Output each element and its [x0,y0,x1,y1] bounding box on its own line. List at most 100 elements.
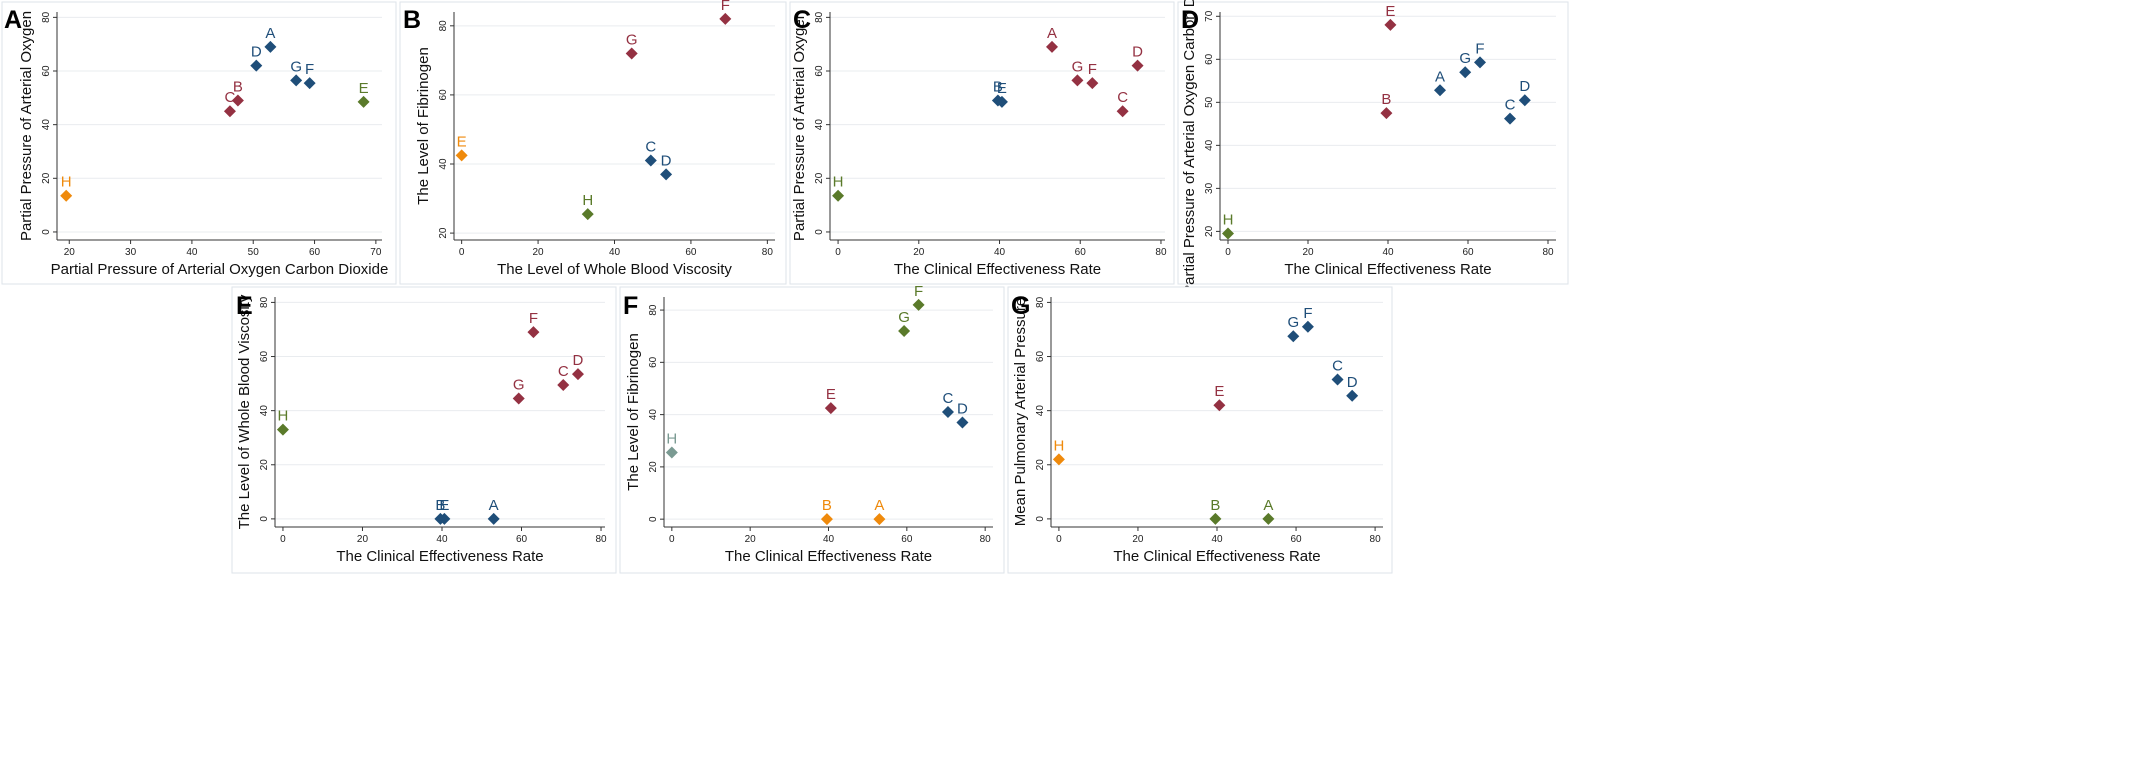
y-tick-label: 40 [1204,139,1215,151]
x-tick-label: 60 [309,247,321,258]
x-tick-label: 80 [980,534,992,545]
point-label-h: H [1223,212,1234,229]
point-marker-e [824,402,837,415]
panel-d: 0 20 40 60 80 20 30 40 50 60 70 The Clinical Effect… [1177,0,1569,295]
point-marker-h [60,189,73,202]
point-label-c: C [943,390,954,407]
point-label-e: E [439,497,449,514]
point-label-a: A [265,25,275,42]
point-marker-e [1384,18,1397,31]
y-tick-label: 80 [41,11,52,23]
y-tick-label: 80 [648,304,659,316]
x-tick-label: 80 [762,247,774,258]
point-marker-h [1052,453,1065,466]
point-marker-b [231,94,244,107]
y-axis-title: Partial Pressure of Arterial Oxygen Carb… [1181,0,1198,295]
point-label-c: C [645,139,656,156]
y-tick-label: 20 [1204,225,1215,237]
y-axis-title: The Level of Fibrinogen [415,47,432,205]
x-tick-label: 80 [595,534,607,545]
point-label-g: G [1287,314,1299,331]
x-tick-label: 0 [280,534,286,545]
y-tick-label: 60 [438,89,449,101]
point-marker-g [898,324,911,337]
panel-frame [619,286,1005,574]
y-tick-label: 0 [814,229,825,235]
panel-frame [399,1,787,285]
point-label-h: H [278,408,289,425]
y-axis-title: The Level of Whole Blood Viscosity [236,294,253,529]
point-marker-h [276,423,289,436]
point-marker-e [455,149,468,162]
point-marker-a [1262,512,1275,525]
point-marker-f [912,298,925,311]
y-tick-label: 40 [438,158,449,170]
y-axis-title: Partial Pressure of Arterial Oxygen [791,11,808,241]
y-tick-label: 20 [1035,459,1046,471]
point-marker-d [1346,389,1359,402]
point-marker-c [223,105,236,118]
x-tick-label: 20 [1302,247,1314,258]
panel-frame [231,286,617,574]
y-tick-label: 0 [648,516,659,522]
point-marker-d [1131,59,1144,72]
y-tick-label: 0 [1035,516,1046,522]
point-marker-a [264,40,277,53]
panel-letter: F [623,292,638,320]
point-label-f: F [305,61,314,78]
point-label-b: B [1381,91,1391,108]
point-label-f: F [1475,40,1484,57]
point-marker-h [665,446,678,459]
point-marker-g [512,392,525,405]
panel-frame [1007,286,1393,574]
point-label-d: D [573,352,584,369]
point-label-b: B [435,497,445,514]
x-tick-label: 60 [685,247,697,258]
point-label-d: D [1347,374,1358,391]
point-label-e: E [1214,383,1224,400]
point-marker-b [1209,512,1222,525]
x-axis-title: Partial Pressure of Arterial Oxygen Carb… [51,261,389,278]
panel-letter: G [1011,292,1030,320]
y-tick-label: 20 [41,172,52,184]
x-tick-label: 0 [1225,247,1231,258]
point-label-e: E [826,386,836,403]
point-label-h: H [1053,437,1064,454]
point-label-b: B [993,79,1003,96]
point-label-g: G [898,309,910,326]
panel-letter: B [403,6,421,34]
y-tick-label: 60 [1204,53,1215,65]
point-label-f: F [914,283,923,300]
point-label-e: E [457,133,467,150]
point-label-f: F [1088,61,1097,78]
x-tick-label: 60 [901,534,913,545]
panel-a: 20 30 40 50 60 70 0 20 40 60 80 Partial Pressure of… [1,1,397,285]
point-marker-g [1459,66,1472,79]
panel-letter: E [236,292,253,320]
point-label-a: A [874,497,884,514]
point-marker-h [832,189,845,202]
panel-c: 0 20 40 60 80 0 20 40 60 80 The Clinical Effective… [789,1,1175,285]
point-marker-c [1331,373,1344,386]
point-label-g: G [1459,50,1471,67]
point-label-e: E [359,80,369,97]
x-axis-title: The Level of Whole Blood Viscosity [497,261,732,278]
y-tick-label: 0 [41,229,52,235]
panel-g: 0 20 40 60 80 0 20 40 60 80 The Clinical Effective… [1007,286,1393,574]
point-label-g: G [513,376,525,393]
panel-frame [1177,1,1569,285]
point-label-g: G [626,31,638,48]
x-tick-label: 60 [1075,247,1087,258]
point-marker-g [1287,330,1300,343]
x-tick-label: 20 [1132,534,1144,545]
x-tick-label: 80 [1370,534,1382,545]
point-marker-a [873,513,886,526]
y-axis-title: The Level of Fibrinogen [625,333,642,491]
point-label-f: F [1303,305,1312,322]
y-tick-label: 80 [1035,296,1046,308]
point-label-a: A [1263,497,1273,514]
point-marker-f [303,77,316,90]
point-label-h: H [833,174,844,191]
point-marker-b [820,513,833,526]
point-marker-d [1518,94,1531,107]
